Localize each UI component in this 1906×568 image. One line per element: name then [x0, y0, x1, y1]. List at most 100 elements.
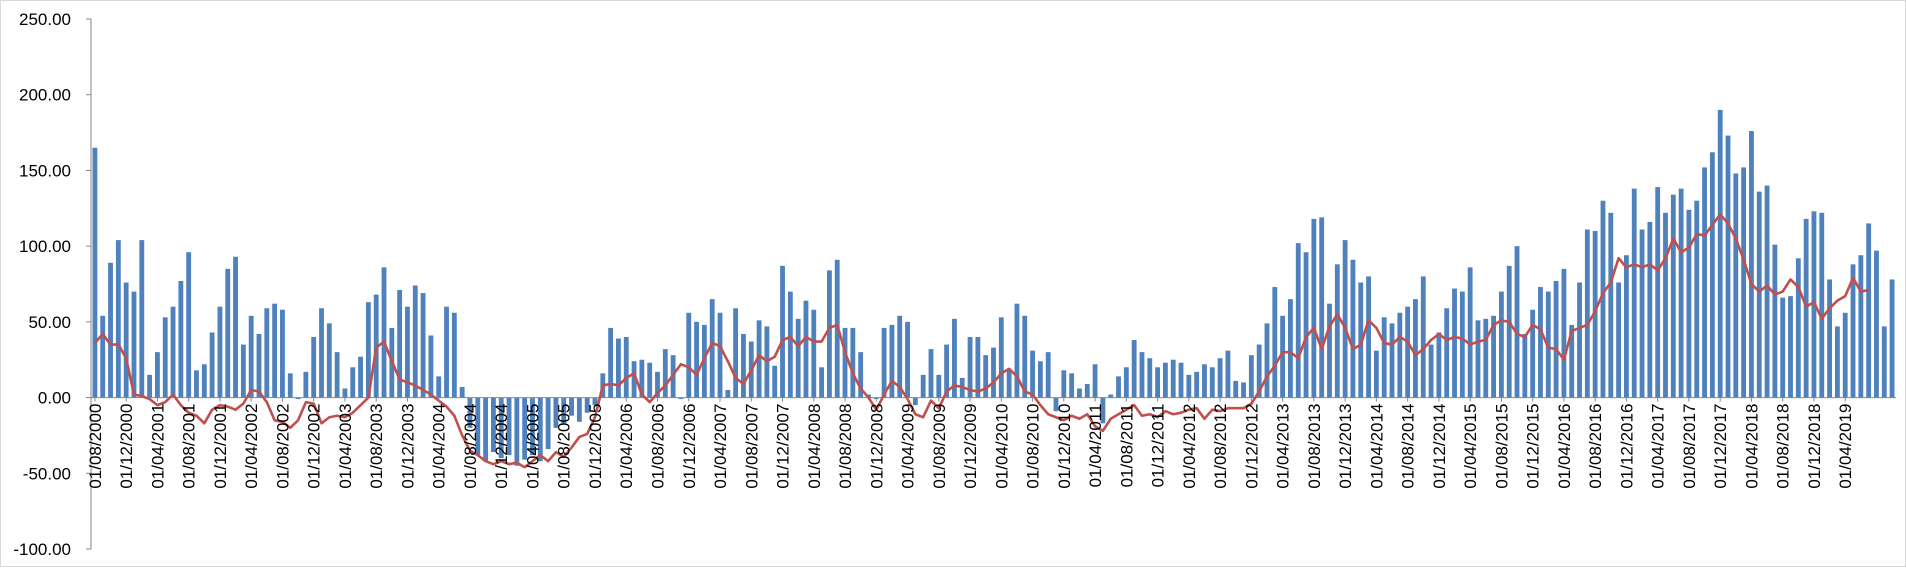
bar — [1233, 380, 1239, 398]
y-tick-label: -100.00 — [13, 540, 71, 559]
bar — [1624, 255, 1629, 398]
x-tick-label: 01/08/2000 — [86, 404, 105, 489]
line-series — [93, 213, 1869, 469]
x-tick-label: 01/12/2014 — [1430, 404, 1449, 489]
bar-series — [92, 109, 1895, 466]
bar — [1217, 358, 1223, 398]
bar — [1530, 309, 1536, 398]
x-tick-label: 01/12/2000 — [117, 404, 136, 489]
bar — [1100, 397, 1106, 424]
bar — [1405, 306, 1411, 398]
bar — [287, 373, 293, 398]
bar — [162, 317, 168, 398]
x-tick-label: 01/08/2002 — [273, 404, 292, 489]
bar — [780, 265, 785, 398]
bar — [209, 332, 215, 398]
bar — [295, 397, 301, 400]
bar — [233, 256, 238, 398]
x-tick-label: 01/12/2015 — [1524, 404, 1543, 489]
bar — [1725, 135, 1731, 398]
bar — [1483, 318, 1489, 398]
bar — [405, 306, 410, 398]
bar — [1319, 217, 1325, 398]
bar — [725, 390, 731, 398]
bar — [787, 291, 793, 398]
bar — [1889, 279, 1895, 398]
bar — [881, 327, 887, 398]
x-tick-label: 01/08/2014 — [1399, 404, 1418, 489]
x-tick-label: 01/12/2011 — [1149, 404, 1168, 488]
bar — [248, 315, 254, 398]
bar — [1155, 367, 1161, 398]
bar — [1123, 367, 1129, 398]
bar — [311, 337, 317, 398]
bar — [1709, 152, 1715, 398]
bar — [1350, 259, 1356, 398]
bar — [842, 327, 848, 398]
bar — [631, 361, 637, 398]
bar — [506, 397, 512, 456]
bar — [1037, 361, 1043, 398]
x-tick-label: 01/08/2005 — [555, 404, 574, 489]
x-tick-label: 01/12/2001 — [211, 404, 230, 489]
bar — [1045, 352, 1051, 398]
bar — [975, 337, 981, 398]
bar — [905, 321, 910, 398]
x-tick-label: 01/12/2010 — [1055, 404, 1074, 489]
bar — [772, 365, 778, 398]
bar — [131, 291, 137, 398]
bar — [381, 267, 387, 398]
bar — [444, 306, 449, 398]
bar — [115, 240, 121, 398]
x-tick-label: 01/04/2017 — [1649, 404, 1668, 489]
bar — [1092, 364, 1098, 398]
x-tick-label: 01/12/2004 — [492, 404, 511, 489]
bar — [920, 374, 926, 398]
bar — [944, 344, 950, 398]
x-tick-label: 01/12/2006 — [680, 404, 699, 489]
bar — [358, 356, 363, 398]
bar — [1366, 276, 1371, 398]
bar — [1373, 350, 1379, 398]
x-tick-label: 01/04/2003 — [336, 404, 355, 489]
bar — [1467, 267, 1473, 398]
bar — [342, 388, 348, 398]
bar — [1874, 250, 1879, 398]
bar — [998, 317, 1004, 398]
bar — [1803, 218, 1809, 398]
bar — [319, 308, 324, 398]
bar — [647, 362, 653, 398]
bar — [795, 318, 801, 398]
bar — [1436, 332, 1442, 398]
bar — [1608, 212, 1614, 398]
bar — [1733, 173, 1739, 398]
bar — [1225, 350, 1231, 398]
bar — [1381, 317, 1387, 398]
x-tick-label: 01/12/2002 — [305, 404, 324, 489]
x-tick-label: 01/04/2008 — [805, 404, 824, 489]
bar — [912, 397, 918, 406]
bar — [365, 302, 371, 398]
bar — [1131, 340, 1137, 398]
x-tick-label: 01/08/2017 — [1680, 404, 1699, 489]
bar — [741, 333, 746, 398]
bar — [108, 262, 113, 398]
bar — [475, 397, 481, 456]
bar — [1553, 280, 1559, 398]
bar — [92, 147, 98, 398]
bar — [201, 364, 207, 398]
bar — [451, 312, 457, 398]
bar — [303, 371, 309, 398]
bar — [1647, 221, 1653, 398]
x-tick-label: 01/04/2015 — [1461, 404, 1480, 489]
bar — [428, 335, 434, 398]
bar — [1569, 324, 1575, 398]
bar — [1702, 167, 1707, 398]
bar — [991, 347, 996, 398]
bar — [1397, 312, 1403, 398]
bar — [256, 333, 262, 398]
bar — [1069, 373, 1075, 398]
bar — [334, 352, 340, 398]
x-tick-label: 01/12/2012 — [1242, 404, 1261, 489]
